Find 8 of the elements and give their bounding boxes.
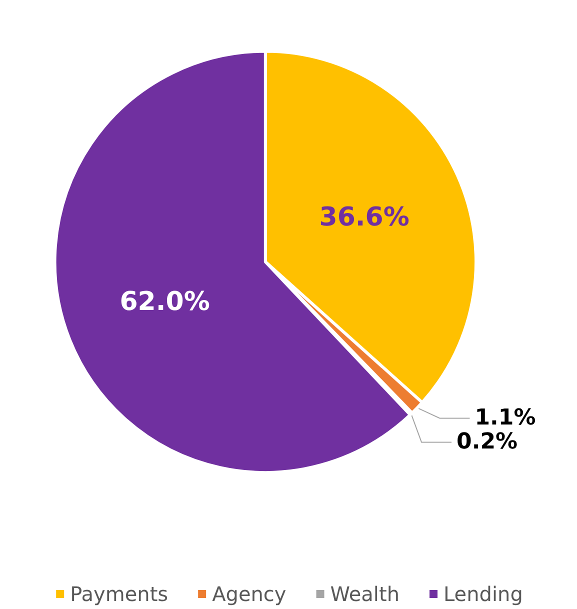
data-label: 1.1% <box>474 406 536 431</box>
legend-label: Wealth <box>330 582 400 606</box>
data-label: 36.6% <box>319 202 410 233</box>
legend-label: Lending <box>444 582 523 606</box>
data-label: 0.2% <box>456 430 518 455</box>
data-label: 62.0% <box>120 286 210 317</box>
legend-label: Agency <box>212 582 286 606</box>
legend-label: Payments <box>70 582 168 606</box>
